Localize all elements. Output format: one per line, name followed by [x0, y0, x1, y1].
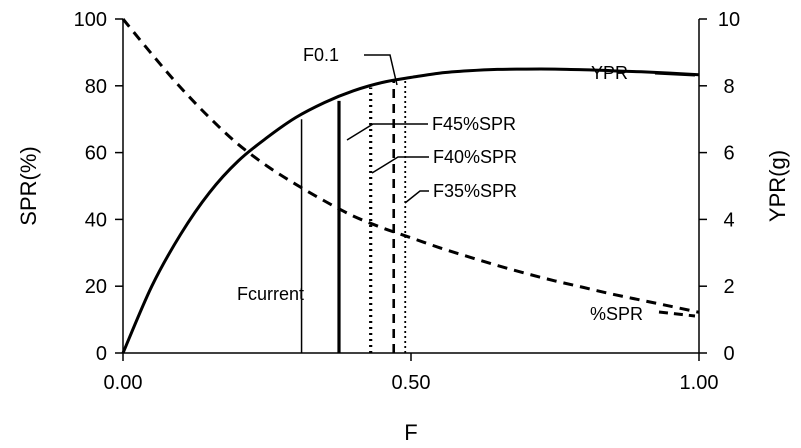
leader-ypr: [654, 71, 696, 77]
x-tick-label: 0.50: [392, 372, 431, 394]
y-left-tick-label: 40: [85, 209, 107, 231]
y-left-tick-label: 60: [85, 143, 107, 165]
y-left-tick-label: 0: [96, 343, 107, 365]
leader-f35: [404, 190, 429, 204]
y-right-tick-label: 6: [723, 143, 734, 165]
leader-f01: [364, 54, 398, 86]
x-tick-label: 0.00: [104, 372, 143, 394]
series--spr-line: [121, 18, 700, 314]
series-layer: [121, 18, 700, 354]
x-axis-title: F: [404, 420, 417, 445]
y-right-tick-label: 2: [723, 276, 734, 298]
y-left-tick-label: 80: [85, 76, 107, 98]
y-left-tick-label: 100: [74, 9, 107, 31]
annotation-f40: F40%SPR: [433, 147, 517, 167]
y-right-tick-label: 0: [723, 343, 734, 365]
annotations: YPR %SPR F0.1 F45%SPR F40%SPR F35%SPR Fc…: [237, 45, 696, 324]
leader-f40: [371, 156, 429, 174]
reference-lines: [300, 79, 407, 353]
annotation-f01: F0.1: [303, 45, 339, 65]
annotation-fcurrent: Fcurrent: [237, 284, 304, 304]
y-left-tick-label: 20: [85, 276, 107, 298]
y-right-axis-title: YPR(g): [765, 150, 790, 222]
x-tick-label: 1.00: [680, 372, 719, 394]
leader-spr: [658, 310, 696, 318]
annotation-f45: F45%SPR: [432, 114, 516, 134]
y-right-tick-label: 8: [723, 76, 734, 98]
y-left-axis-title: SPR(%): [16, 146, 41, 225]
annotation-f35: F35%SPR: [433, 181, 517, 201]
y-right-tick-label: 10: [718, 9, 740, 31]
series-ypr-line: [121, 67, 700, 354]
annotation-spr: %SPR: [590, 304, 643, 324]
y-right-tick-label: 4: [723, 209, 734, 231]
leader-f45: [346, 123, 428, 141]
annotation-ypr: YPR: [591, 63, 628, 83]
